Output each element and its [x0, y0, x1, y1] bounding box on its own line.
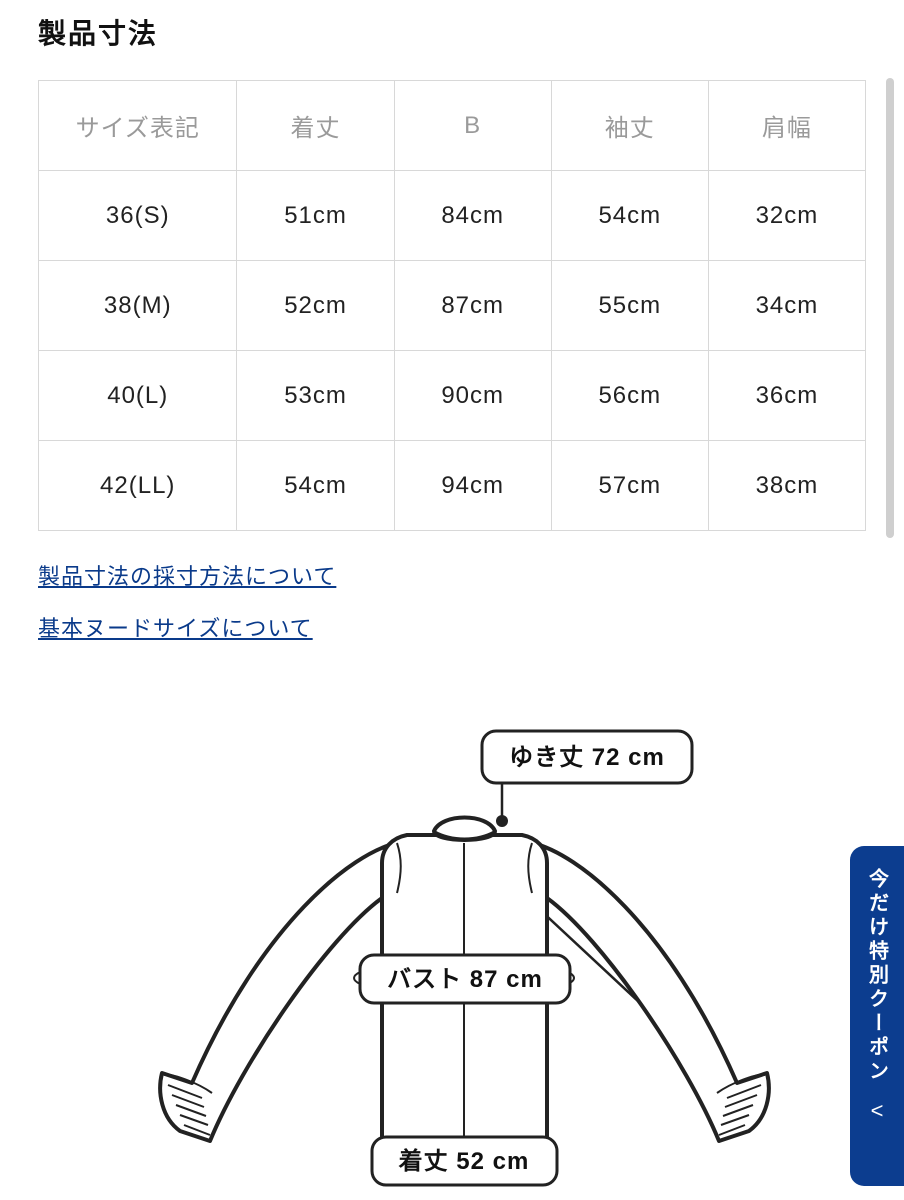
cell: 36cm [708, 351, 865, 441]
size-table: サイズ表記 着丈 B 袖丈 肩幅 36(S) 51cm 84cm 54cm 32… [38, 80, 866, 531]
cell: 57cm [551, 441, 708, 531]
coupon-text: 今だけ特別クーポン [863, 868, 892, 1084]
table-row: 36(S) 51cm 84cm 54cm 32cm [39, 171, 866, 261]
svg-text:着丈 52 cm: 着丈 52 cm [399, 1147, 530, 1175]
table-row: 38(M) 52cm 87cm 55cm 34cm [39, 261, 866, 351]
col-length: 着丈 [237, 81, 394, 171]
section-title: 製品寸法 [38, 12, 866, 52]
cell: 90cm [394, 351, 551, 441]
cell: 34cm [708, 261, 865, 351]
cell: 55cm [551, 261, 708, 351]
cell: 38(M) [39, 261, 237, 351]
cell: 42(LL) [39, 441, 237, 531]
size-diagram: ゆき丈 72 cm [38, 723, 866, 1193]
cell: 84cm [394, 171, 551, 261]
cell: 54cm [237, 441, 394, 531]
svg-text:バスト 87 cm: バスト 87 cm [387, 966, 543, 993]
col-size: サイズ表記 [39, 81, 237, 171]
svg-text:ゆき丈 72 cm: ゆき丈 72 cm [509, 744, 665, 771]
cell: 32cm [708, 171, 865, 261]
cell: 87cm [394, 261, 551, 351]
cell: 53cm [237, 351, 394, 441]
chevron-left-icon: < [871, 1098, 884, 1124]
cell: 38cm [708, 441, 865, 531]
cell: 56cm [551, 351, 708, 441]
scrollbar[interactable] [886, 78, 894, 538]
cell: 52cm [237, 261, 394, 351]
cell: 36(S) [39, 171, 237, 261]
cell: 54cm [551, 171, 708, 261]
cell: 94cm [394, 441, 551, 531]
cell: 51cm [237, 171, 394, 261]
col-shoulder: 肩幅 [708, 81, 865, 171]
link-measurement-method[interactable]: 製品寸法の採寸方法について [38, 559, 336, 591]
coupon-tab[interactable]: 今だけ特別クーポン < [850, 846, 904, 1186]
table-row: 40(L) 53cm 90cm 56cm 36cm [39, 351, 866, 441]
cell: 40(L) [39, 351, 237, 441]
col-b: B [394, 81, 551, 171]
link-nude-size[interactable]: 基本ヌードサイズについて [38, 611, 313, 643]
col-sleeve: 袖丈 [551, 81, 708, 171]
table-row: 42(LL) 54cm 94cm 57cm 38cm [39, 441, 866, 531]
